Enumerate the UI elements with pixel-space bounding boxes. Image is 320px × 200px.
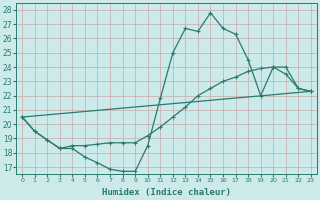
- X-axis label: Humidex (Indice chaleur): Humidex (Indice chaleur): [102, 188, 231, 197]
